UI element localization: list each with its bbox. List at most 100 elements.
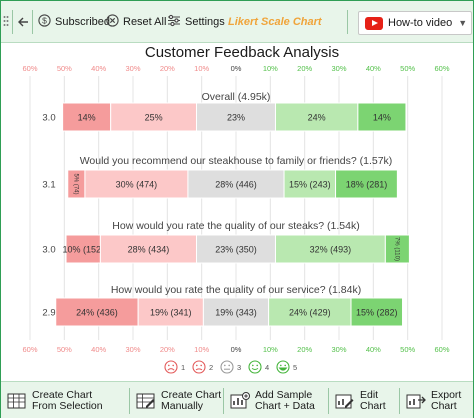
create-from-selection-line2: From Selection <box>32 400 103 412</box>
x-tick-label: 60% <box>434 345 449 354</box>
segment-data-label: 25% <box>145 112 163 122</box>
edit-chart-icon <box>335 394 354 409</box>
legend-item: 4 <box>248 360 269 374</box>
x-tick-label: 10% <box>263 64 278 73</box>
x-tick-label: 50% <box>400 345 415 354</box>
segment-data-label: 5% (74) <box>72 173 78 194</box>
add-sample-line2: Chart + Data <box>255 400 315 412</box>
reset-all-label: Reset All <box>123 15 167 28</box>
x-tick-label: 50% <box>57 64 72 73</box>
segment-data-label: 24% (436) <box>76 307 118 317</box>
export-chart-button[interactable]: Export Chart <box>406 386 461 416</box>
bar-segment <box>283 169 337 199</box>
x-tick-label: 20% <box>297 345 312 354</box>
question-score: 2.9 <box>42 308 55 319</box>
likert-chart: Customer Feedback Analysis 60% 50% 40% 30% 2… <box>22 44 450 374</box>
segment-data-label: 15% (243) <box>289 179 331 189</box>
smile-face-icon <box>248 360 262 374</box>
bar-segment <box>99 234 198 264</box>
legend-item: 1 <box>164 360 185 374</box>
question-label: How would you rate the quality of our st… <box>112 220 359 232</box>
bar-segment <box>350 297 404 327</box>
create-chart-manually-button[interactable]: Create Chart Manually <box>136 386 221 416</box>
add-chart-icon <box>230 392 250 409</box>
bar-segment <box>268 297 352 327</box>
bar-segment <box>274 234 386 264</box>
x-tick-label: 30% <box>331 345 346 354</box>
sliders-icon <box>167 14 181 30</box>
svg-text:$: $ <box>42 15 47 25</box>
segment-data-label: 10% (152) <box>62 244 104 254</box>
chart-legend: 1 2 3 4 5 <box>164 360 297 374</box>
table-select-icon <box>7 393 26 409</box>
x-tick-label: 60% <box>22 345 37 354</box>
question-row: Overall (4.95k) 3.0 14% 25% 23% 24% 14% <box>42 91 407 132</box>
settings-button[interactable]: Settings <box>167 1 225 42</box>
question-label: Would you recommend our steakhouse to fa… <box>80 155 393 167</box>
subscribed-button[interactable]: $ Subscribed <box>38 1 110 42</box>
edit-chart-button[interactable]: Edit Chart <box>335 386 386 416</box>
x-tick-label: 0% <box>231 345 242 354</box>
segment-data-label: 30% (474) <box>116 179 158 189</box>
sad-face-icon <box>192 360 206 374</box>
x-tick-label: 10% <box>194 345 209 354</box>
bar-segment <box>335 169 398 199</box>
legend-item: 2 <box>192 360 213 374</box>
x-tick-label: 60% <box>434 64 449 73</box>
export-chart-icon <box>406 394 426 409</box>
chevron-down-icon: ▼ <box>458 18 468 28</box>
segment-data-label: 28% (446) <box>215 179 257 189</box>
edit-chart-line2: Chart <box>360 400 386 412</box>
segment-data-label: 19% (343) <box>215 307 257 317</box>
x-tick-label: 10% <box>263 345 278 354</box>
segment-data-label: 7% (110) <box>393 237 399 261</box>
x-tick-label: 30% <box>331 64 346 73</box>
how-to-video-button[interactable]: How-to video ▼ <box>358 11 472 35</box>
x-tick-label: 0% <box>231 64 242 73</box>
question-row: How would you rate the quality of our st… <box>42 220 410 264</box>
segment-data-label: 28% (434) <box>128 244 170 254</box>
settings-label: Settings <box>185 15 225 28</box>
back-arrow-icon[interactable] <box>17 1 29 42</box>
bar-segment <box>84 169 189 199</box>
x-axis-bottom-ticks: 60% 50% 40% 30% 20% 10% 0% 10% 20% 30% 40% 50% 60% <box>22 345 449 354</box>
subscribed-label: Subscribed <box>55 15 111 28</box>
create-manually-line1: Create Chart <box>161 389 222 401</box>
x-tick-label: 20% <box>160 345 175 354</box>
dollar-circle-icon: $ <box>38 13 51 30</box>
how-to-video-label: How-to video <box>388 17 453 29</box>
x-tick-label: 30% <box>125 64 140 73</box>
x-tick-label: 40% <box>91 345 106 354</box>
reset-all-button[interactable]: Reset All <box>106 1 166 42</box>
x-tick-label: 30% <box>125 345 140 354</box>
segment-data-label: 18% (281) <box>346 179 388 189</box>
x-tick-label: 20% <box>297 64 312 73</box>
legend-label: 3 <box>237 363 241 372</box>
legend-label: 2 <box>209 363 213 372</box>
segment-data-label: 24% (429) <box>289 307 331 317</box>
bar-segment <box>65 234 101 264</box>
segment-data-label: 14% <box>373 112 391 122</box>
drag-handle-icon[interactable] <box>3 1 9 42</box>
bottom-toolbar: Create Chart From Selection Create Chart M… <box>1 381 473 418</box>
x-tick-label: 60% <box>22 64 37 73</box>
x-tick-label: 50% <box>57 345 72 354</box>
create-chart-from-selection-button[interactable]: Create Chart From Selection <box>7 386 103 416</box>
create-manually-line2: Manually <box>161 400 204 412</box>
add-sample-chart-button[interactable]: Add Sample Chart + Data <box>230 386 315 416</box>
add-sample-line1: Add Sample <box>255 389 313 401</box>
bar-segment <box>357 102 407 132</box>
segment-data-label: 23% (350) <box>215 244 257 254</box>
segment-data-label: 24% <box>308 112 326 122</box>
question-rows: Overall (4.95k) 3.0 14% 25% 23% 24% 14% Would y… <box>42 91 410 327</box>
segment-data-label: 15% (282) <box>356 307 398 317</box>
bar-segment <box>202 297 270 327</box>
neutral-face-icon <box>220 360 234 374</box>
chart-title: Customer Feedback Analysis <box>145 44 339 61</box>
question-row: Would you recommend our steakhouse to fa… <box>42 155 398 199</box>
segment-data-label: 32% (493) <box>310 244 352 254</box>
legend-item: 3 <box>220 360 241 374</box>
bar-segment <box>137 297 204 327</box>
bar-segment <box>62 102 112 132</box>
legend-item: 5 <box>276 360 297 374</box>
